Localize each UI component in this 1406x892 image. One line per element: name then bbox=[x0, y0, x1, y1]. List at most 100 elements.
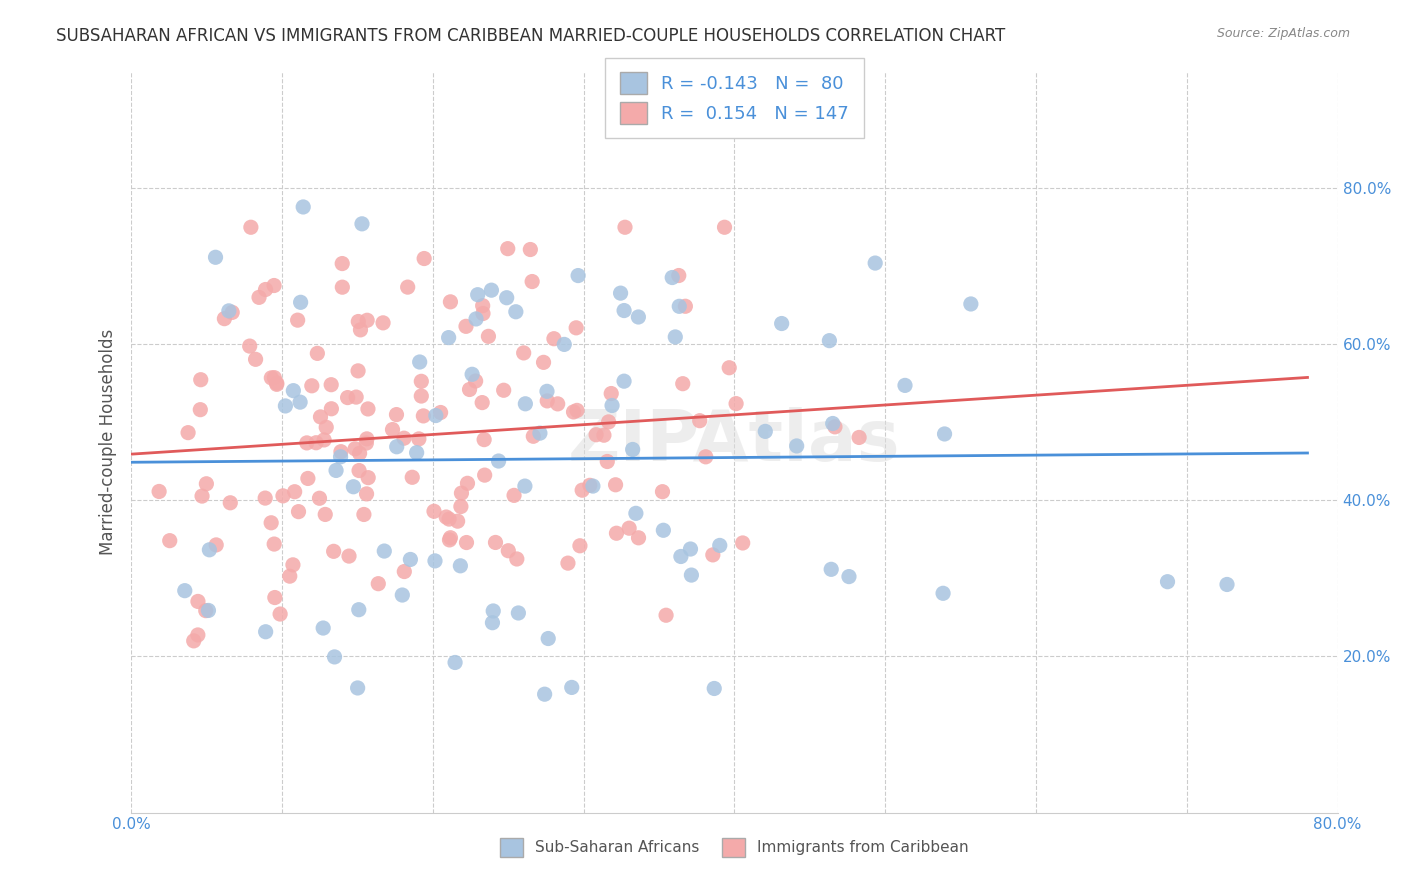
Point bbox=[344, 442, 367, 456]
Point bbox=[681, 568, 703, 582]
Point bbox=[465, 312, 488, 326]
Point bbox=[652, 523, 675, 537]
Point bbox=[593, 428, 616, 442]
Point bbox=[183, 633, 205, 648]
Point bbox=[195, 476, 218, 491]
Point bbox=[444, 656, 467, 670]
Point bbox=[627, 310, 650, 324]
Point bbox=[260, 516, 283, 530]
Point bbox=[669, 549, 692, 564]
Point bbox=[472, 433, 495, 447]
Point bbox=[515, 397, 537, 411]
Point bbox=[429, 405, 451, 419]
Point bbox=[689, 414, 711, 428]
Point bbox=[356, 432, 378, 446]
Point bbox=[471, 395, 494, 409]
Point bbox=[330, 280, 353, 294]
Point bbox=[508, 606, 530, 620]
Point bbox=[568, 539, 591, 553]
Point bbox=[695, 450, 717, 464]
Point bbox=[703, 681, 725, 696]
Point bbox=[315, 420, 337, 434]
Point bbox=[405, 445, 427, 459]
Point bbox=[820, 562, 842, 576]
Point bbox=[347, 603, 370, 617]
Point bbox=[600, 399, 623, 413]
Point bbox=[661, 270, 683, 285]
Point bbox=[434, 510, 457, 524]
Point bbox=[582, 479, 605, 493]
Point bbox=[520, 275, 543, 289]
Point bbox=[325, 463, 347, 477]
Point bbox=[547, 397, 569, 411]
Point bbox=[191, 489, 214, 503]
Point bbox=[356, 487, 378, 501]
Point bbox=[567, 268, 589, 283]
Point bbox=[512, 346, 534, 360]
Point bbox=[450, 486, 472, 500]
Point bbox=[437, 330, 460, 344]
Point bbox=[221, 305, 243, 319]
Point bbox=[449, 558, 471, 573]
Point bbox=[1156, 574, 1178, 589]
Point bbox=[529, 426, 551, 441]
Point bbox=[492, 384, 515, 398]
Point bbox=[481, 283, 503, 297]
Point bbox=[702, 548, 724, 562]
Point bbox=[190, 373, 212, 387]
Point bbox=[260, 371, 283, 385]
Text: SUBSAHARAN AFRICAN VS IMMIGRANTS FROM CARIBBEAN MARRIED-COUPLE HOUSEHOLDS CORREL: SUBSAHARAN AFRICAN VS IMMIGRANTS FROM CA… bbox=[56, 27, 1005, 45]
Point bbox=[347, 464, 370, 478]
Point bbox=[786, 439, 808, 453]
Point bbox=[495, 291, 517, 305]
Point bbox=[446, 514, 468, 528]
Point bbox=[863, 256, 886, 270]
Point bbox=[321, 401, 343, 416]
Point bbox=[713, 220, 735, 235]
Point bbox=[651, 484, 673, 499]
Point bbox=[578, 478, 600, 492]
Point bbox=[239, 339, 262, 353]
Point bbox=[392, 431, 415, 445]
Point bbox=[731, 536, 754, 550]
Point bbox=[271, 489, 294, 503]
Point bbox=[353, 508, 375, 522]
Point bbox=[506, 552, 529, 566]
Point bbox=[664, 330, 686, 344]
Point bbox=[450, 500, 472, 514]
Point bbox=[373, 544, 395, 558]
Point bbox=[655, 608, 678, 623]
Point bbox=[439, 294, 461, 309]
Point bbox=[600, 386, 623, 401]
Point bbox=[553, 337, 575, 351]
Point bbox=[557, 556, 579, 570]
Point bbox=[266, 377, 288, 392]
Point bbox=[838, 569, 860, 583]
Point bbox=[247, 290, 270, 304]
Point bbox=[349, 446, 371, 460]
Point bbox=[423, 554, 446, 568]
Point bbox=[205, 538, 228, 552]
Point bbox=[347, 314, 370, 328]
Point bbox=[585, 427, 607, 442]
Point bbox=[482, 604, 505, 618]
Point bbox=[627, 531, 650, 545]
Point bbox=[323, 649, 346, 664]
Text: Source: ZipAtlas.com: Source: ZipAtlas.com bbox=[1216, 27, 1350, 40]
Point bbox=[349, 323, 371, 337]
Point bbox=[458, 383, 481, 397]
Point bbox=[613, 374, 636, 388]
Point bbox=[536, 384, 558, 399]
Point bbox=[269, 607, 291, 621]
Point bbox=[305, 435, 328, 450]
Point bbox=[439, 533, 461, 547]
Point bbox=[214, 311, 236, 326]
Point bbox=[309, 409, 332, 424]
Point bbox=[596, 454, 619, 468]
Point bbox=[498, 543, 520, 558]
Point bbox=[709, 538, 731, 552]
Point bbox=[322, 544, 344, 558]
Point bbox=[464, 374, 486, 388]
Point bbox=[308, 491, 330, 506]
Point bbox=[401, 470, 423, 484]
